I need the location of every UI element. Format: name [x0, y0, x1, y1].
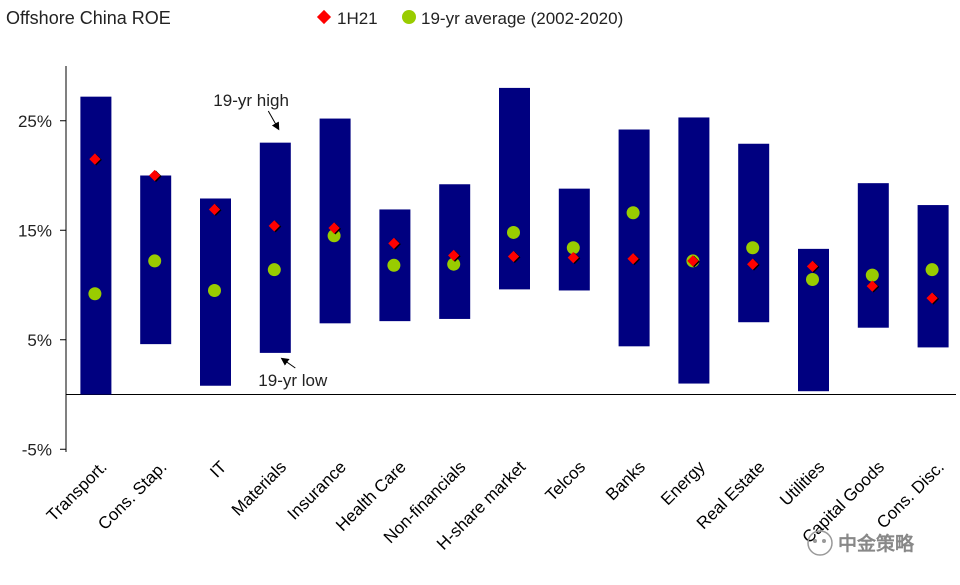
- 1h21-point: [149, 169, 161, 182]
- legend-1h21-label: 1H21: [337, 9, 378, 28]
- watermark-text: 中金策略: [838, 532, 915, 555]
- average-point: [746, 241, 760, 255]
- annotation-high-arrow: [267, 110, 280, 131]
- x-category-label: Energy: [657, 457, 709, 509]
- average-point: [208, 283, 221, 297]
- annotation-high-label: 19-yr high: [213, 91, 289, 110]
- range-bar: [319, 118, 351, 324]
- annotation-low-arrow: [280, 357, 296, 369]
- range-bar: [917, 205, 949, 348]
- range-bar: [618, 129, 650, 347]
- average-point: [865, 268, 879, 282]
- legend-1h21-marker: [316, 9, 332, 25]
- wechat-icon-dot: [822, 539, 826, 543]
- average-point: [148, 254, 162, 268]
- watermark: 中金策略: [807, 530, 915, 556]
- average-point: [626, 206, 640, 220]
- x-category-label: Banks: [602, 457, 649, 504]
- 1h21-point: [866, 280, 878, 292]
- 1h21-point: [507, 250, 520, 263]
- x-category-label: Utilities: [776, 457, 828, 509]
- 1h21-point: [448, 249, 460, 262]
- range-bar: [678, 117, 710, 384]
- 1h21-point: [747, 258, 759, 270]
- 1h21-point: [806, 260, 819, 273]
- y-tick-label: 15%: [18, 221, 52, 240]
- legend-average-marker: [402, 10, 416, 24]
- 1h21-point: [627, 253, 639, 265]
- legend-average-label: 19-yr average (2002-2020): [421, 9, 623, 28]
- average-point: [507, 225, 520, 239]
- range-bar: [558, 188, 590, 291]
- annotation-low-label: 19-yr low: [258, 371, 328, 390]
- chart-title: Offshore China ROE: [6, 8, 171, 28]
- 1h21-point: [687, 255, 699, 267]
- y-tick-label: -5%: [22, 440, 52, 459]
- wechat-icon: [807, 530, 833, 556]
- plot-area: -5%5%15%25%Transport.Cons. Stap. ITMateri…: [18, 66, 956, 554]
- 1h21-point: [268, 220, 280, 232]
- range-bar: [738, 143, 770, 323]
- average-point: [387, 258, 401, 272]
- 1h21-point: [208, 203, 221, 216]
- average-point: [88, 287, 102, 301]
- 1h21-point: [388, 237, 400, 250]
- range-bar: [259, 142, 291, 353]
- range-bar: [857, 183, 889, 328]
- range-bar: [80, 96, 112, 395]
- legend: 1H21 19-yr average (2002-2020): [316, 9, 623, 28]
- average-point: [267, 263, 281, 277]
- y-tick-label: 25%: [18, 112, 52, 131]
- x-category-label: Telcos: [542, 457, 590, 505]
- average-point: [806, 273, 819, 287]
- 1h21-point: [926, 292, 938, 304]
- y-tick-label: 5%: [27, 331, 52, 350]
- average-point: [447, 257, 461, 271]
- average-point: [925, 263, 939, 277]
- x-category-label: IT: [206, 457, 230, 481]
- 1h21-point: [328, 222, 340, 234]
- x-category-label: Materials: [228, 457, 290, 519]
- range-bar: [798, 248, 829, 392]
- wechat-icon-dot: [813, 539, 817, 543]
- 1h21-point: [567, 251, 579, 264]
- average-point: [566, 241, 580, 255]
